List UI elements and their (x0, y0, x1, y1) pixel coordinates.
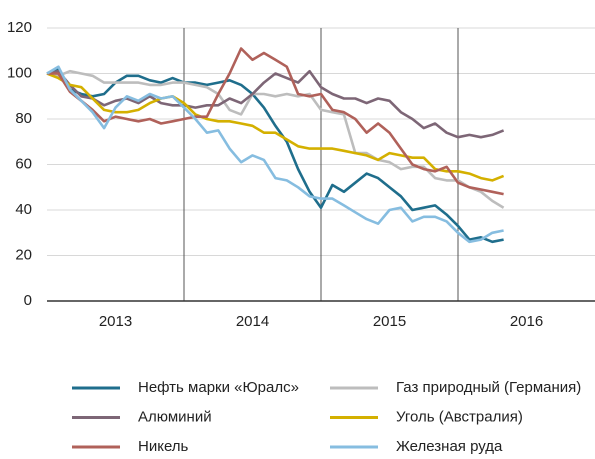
x-tick-label: 2016 (510, 313, 543, 330)
legend-label: Газ природный (Германия) (396, 379, 581, 396)
y-tick-label: 100 (7, 64, 32, 81)
x-tick-label: 2013 (99, 313, 132, 330)
x-tick-label: 2015 (373, 313, 406, 330)
legend-label: Алюминий (138, 408, 212, 425)
series-line (46, 65, 504, 244)
y-tick-label: 0 (24, 292, 32, 309)
series-line (46, 67, 504, 244)
legend-label: Никель (138, 438, 189, 455)
y-tick-label: 20 (15, 246, 32, 263)
y-tick-label: 60 (15, 155, 32, 172)
series-line (46, 72, 505, 182)
legend-label: Железная руда (396, 438, 503, 455)
legend-label: Уголь (Австралия) (396, 408, 523, 425)
y-tick-label: 80 (15, 110, 32, 127)
legend-label: Нефть марки «Юралс» (138, 379, 299, 396)
x-tick-label: 2014 (236, 313, 269, 330)
y-tick-label: 120 (7, 19, 32, 36)
series-line (47, 47, 504, 196)
y-tick-label: 40 (15, 201, 32, 218)
series-line (46, 69, 505, 209)
